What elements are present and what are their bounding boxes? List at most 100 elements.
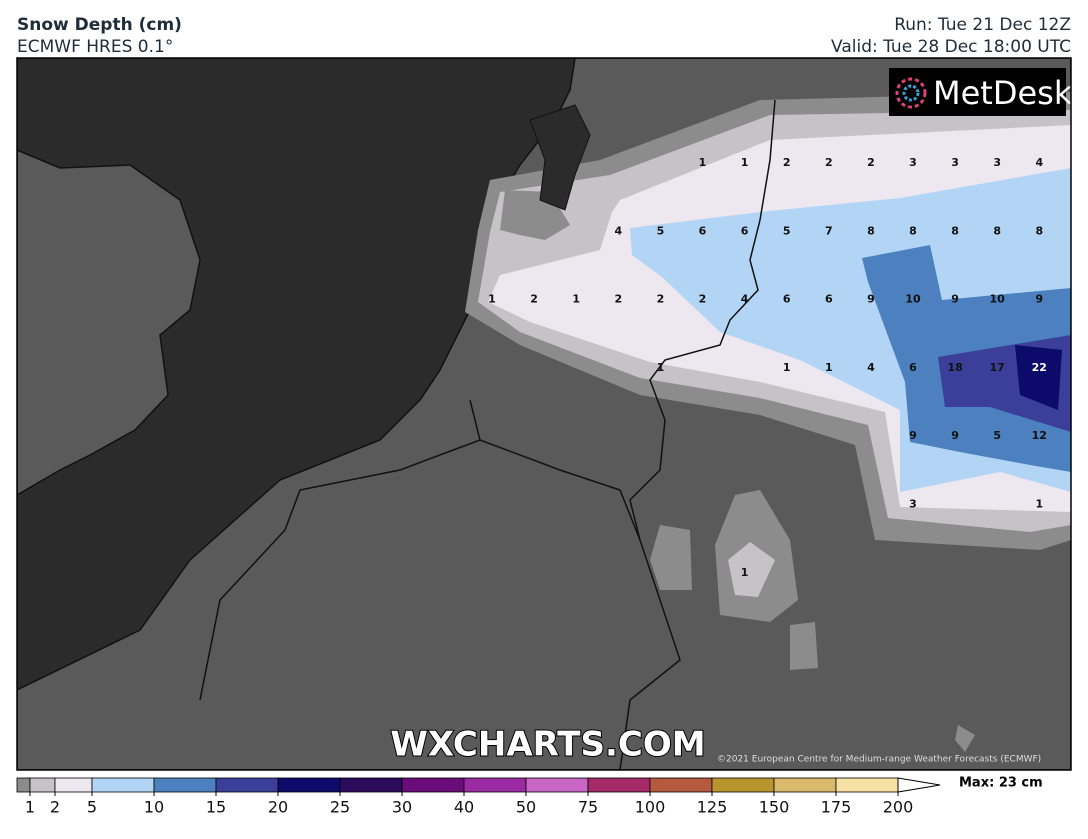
depth-label: 6 [909,361,917,374]
depth-label: 1 [488,293,496,306]
depth-labels: 1 1 2 2 2 3 3 3 44 5 6 6 5 7 8 8 8 8 81 2 1 2 2 2 4 6 6 9 10 9 10 91 1 1 4… [488,156,1047,579]
valid-time: Valid: Tue 28 Dec 18:00 UTC [831,37,1071,57]
legend-tick-label: 100 [635,798,666,817]
title: Snow Depth (cm) [17,15,182,35]
legend-tick-label: 5 [87,798,97,817]
depth-label: 2 [530,293,538,306]
depth-label: 1 [657,361,665,374]
legend-swatch [773,777,837,793]
depth-label: 10 [990,293,1006,306]
legend-swatch [463,777,527,793]
legend-tick-label: 25 [330,798,350,817]
snow-layers [465,92,1071,752]
depth-label: 1 [783,361,791,374]
legend-swatch [339,777,403,793]
legend-swatch [525,777,589,793]
depth-label: 4 [867,361,875,374]
depth-label: 4 [1035,156,1043,169]
map: 1 1 2 2 2 3 3 3 44 5 6 6 5 7 8 8 8 8 81 2 1 2 2 2 4 6 6 9 10 9 10 91 1 1 4… [17,58,1073,770]
legend-tick-label: 20 [268,798,288,817]
depth-label: 22 [1032,361,1047,374]
run-time: Run: Tue 21 Dec 12Z [894,15,1071,35]
depth-label: 3 [909,498,917,511]
legend-swatch [649,777,713,793]
depth-label: 8 [909,224,917,237]
legend-swatch [587,777,651,793]
depth-label: 4 [614,224,622,237]
watermark: WXCHARTS.COM [390,725,705,765]
legend-tick-label: 30 [392,798,412,817]
depth-label: 3 [909,156,917,169]
depth-label: 1 [741,156,749,169]
legend-swatch [29,777,56,793]
legend-swatch [835,777,899,793]
depth-label: 5 [993,429,1001,442]
legend-tick-label: 200 [883,798,914,817]
legend-tick-label: 15 [206,798,226,817]
logo-icon [895,77,927,109]
depth-label: 10 [905,293,921,306]
snow-area [650,525,692,590]
depth-label: 8 [993,224,1001,237]
depth-label: 4 [741,293,749,306]
copyright: ©2021 European Centre for Medium-range W… [717,755,1041,765]
legend-tick-label: 10 [144,798,164,817]
legend-arrow [897,777,941,793]
map-frame [16,57,1072,771]
depth-label: 7 [825,224,833,237]
lake [529,104,591,211]
depth-label: 9 [951,293,959,306]
snow-area [955,725,975,752]
border-line [619,99,776,770]
legend-swatch [91,777,155,793]
depth-label: 18 [947,361,962,374]
depth-label: 9 [867,293,875,306]
legend-max: Max: 23 cm [959,776,1043,791]
legend-swatch [215,777,279,793]
depth-label: 1 [572,293,580,306]
legend-tick-label: 75 [578,798,598,817]
snow-area [790,622,818,670]
depth-label: 8 [1035,224,1043,237]
borders [199,99,776,770]
legend-swatch [54,777,93,793]
depth-label: 8 [951,224,959,237]
depth-label: 5 [783,224,791,237]
legend-swatch [401,777,465,793]
legend-tick-label: 150 [759,798,790,817]
depth-label: 1 [825,361,833,374]
depth-label: 1 [699,156,707,169]
depth-label: 2 [699,293,707,306]
legend-tick-label: 40 [454,798,474,817]
depth-label: 17 [990,361,1005,374]
depth-label: 6 [825,293,833,306]
legend-swatch [16,777,31,793]
legend-tick-label: 125 [697,798,728,817]
border-line [479,439,641,541]
depth-label: 2 [657,293,665,306]
depth-label: 2 [614,293,622,306]
subtitle: ECMWF HRES 0.1° [17,37,173,57]
depth-label: 9 [951,429,959,442]
snow-area [1015,345,1062,410]
depth-label: 2 [867,156,875,169]
depth-label: 9 [909,429,917,442]
depth-label: 1 [1035,498,1043,511]
legend-tick-label: 175 [821,798,852,817]
depth-label: 3 [951,156,959,169]
logo-text: MetDesk [933,74,1073,112]
snow-area [728,542,775,597]
depth-label: 6 [699,224,707,237]
legend-tick-label: 2 [50,798,60,817]
legend-tick-label: 50 [516,798,536,817]
legend-tick-label: 1 [25,798,35,817]
legend-swatch [153,777,217,793]
depth-label: 3 [993,156,1001,169]
legend-swatch [711,777,775,793]
depth-label: 6 [741,224,749,237]
depth-label: 5 [657,224,665,237]
land-england [17,149,201,496]
legend: 1 2 5 10 15 20 25 30 40 50 75 100 125 150 175 200 [16,777,941,817]
depth-label: 9 [1035,293,1043,306]
